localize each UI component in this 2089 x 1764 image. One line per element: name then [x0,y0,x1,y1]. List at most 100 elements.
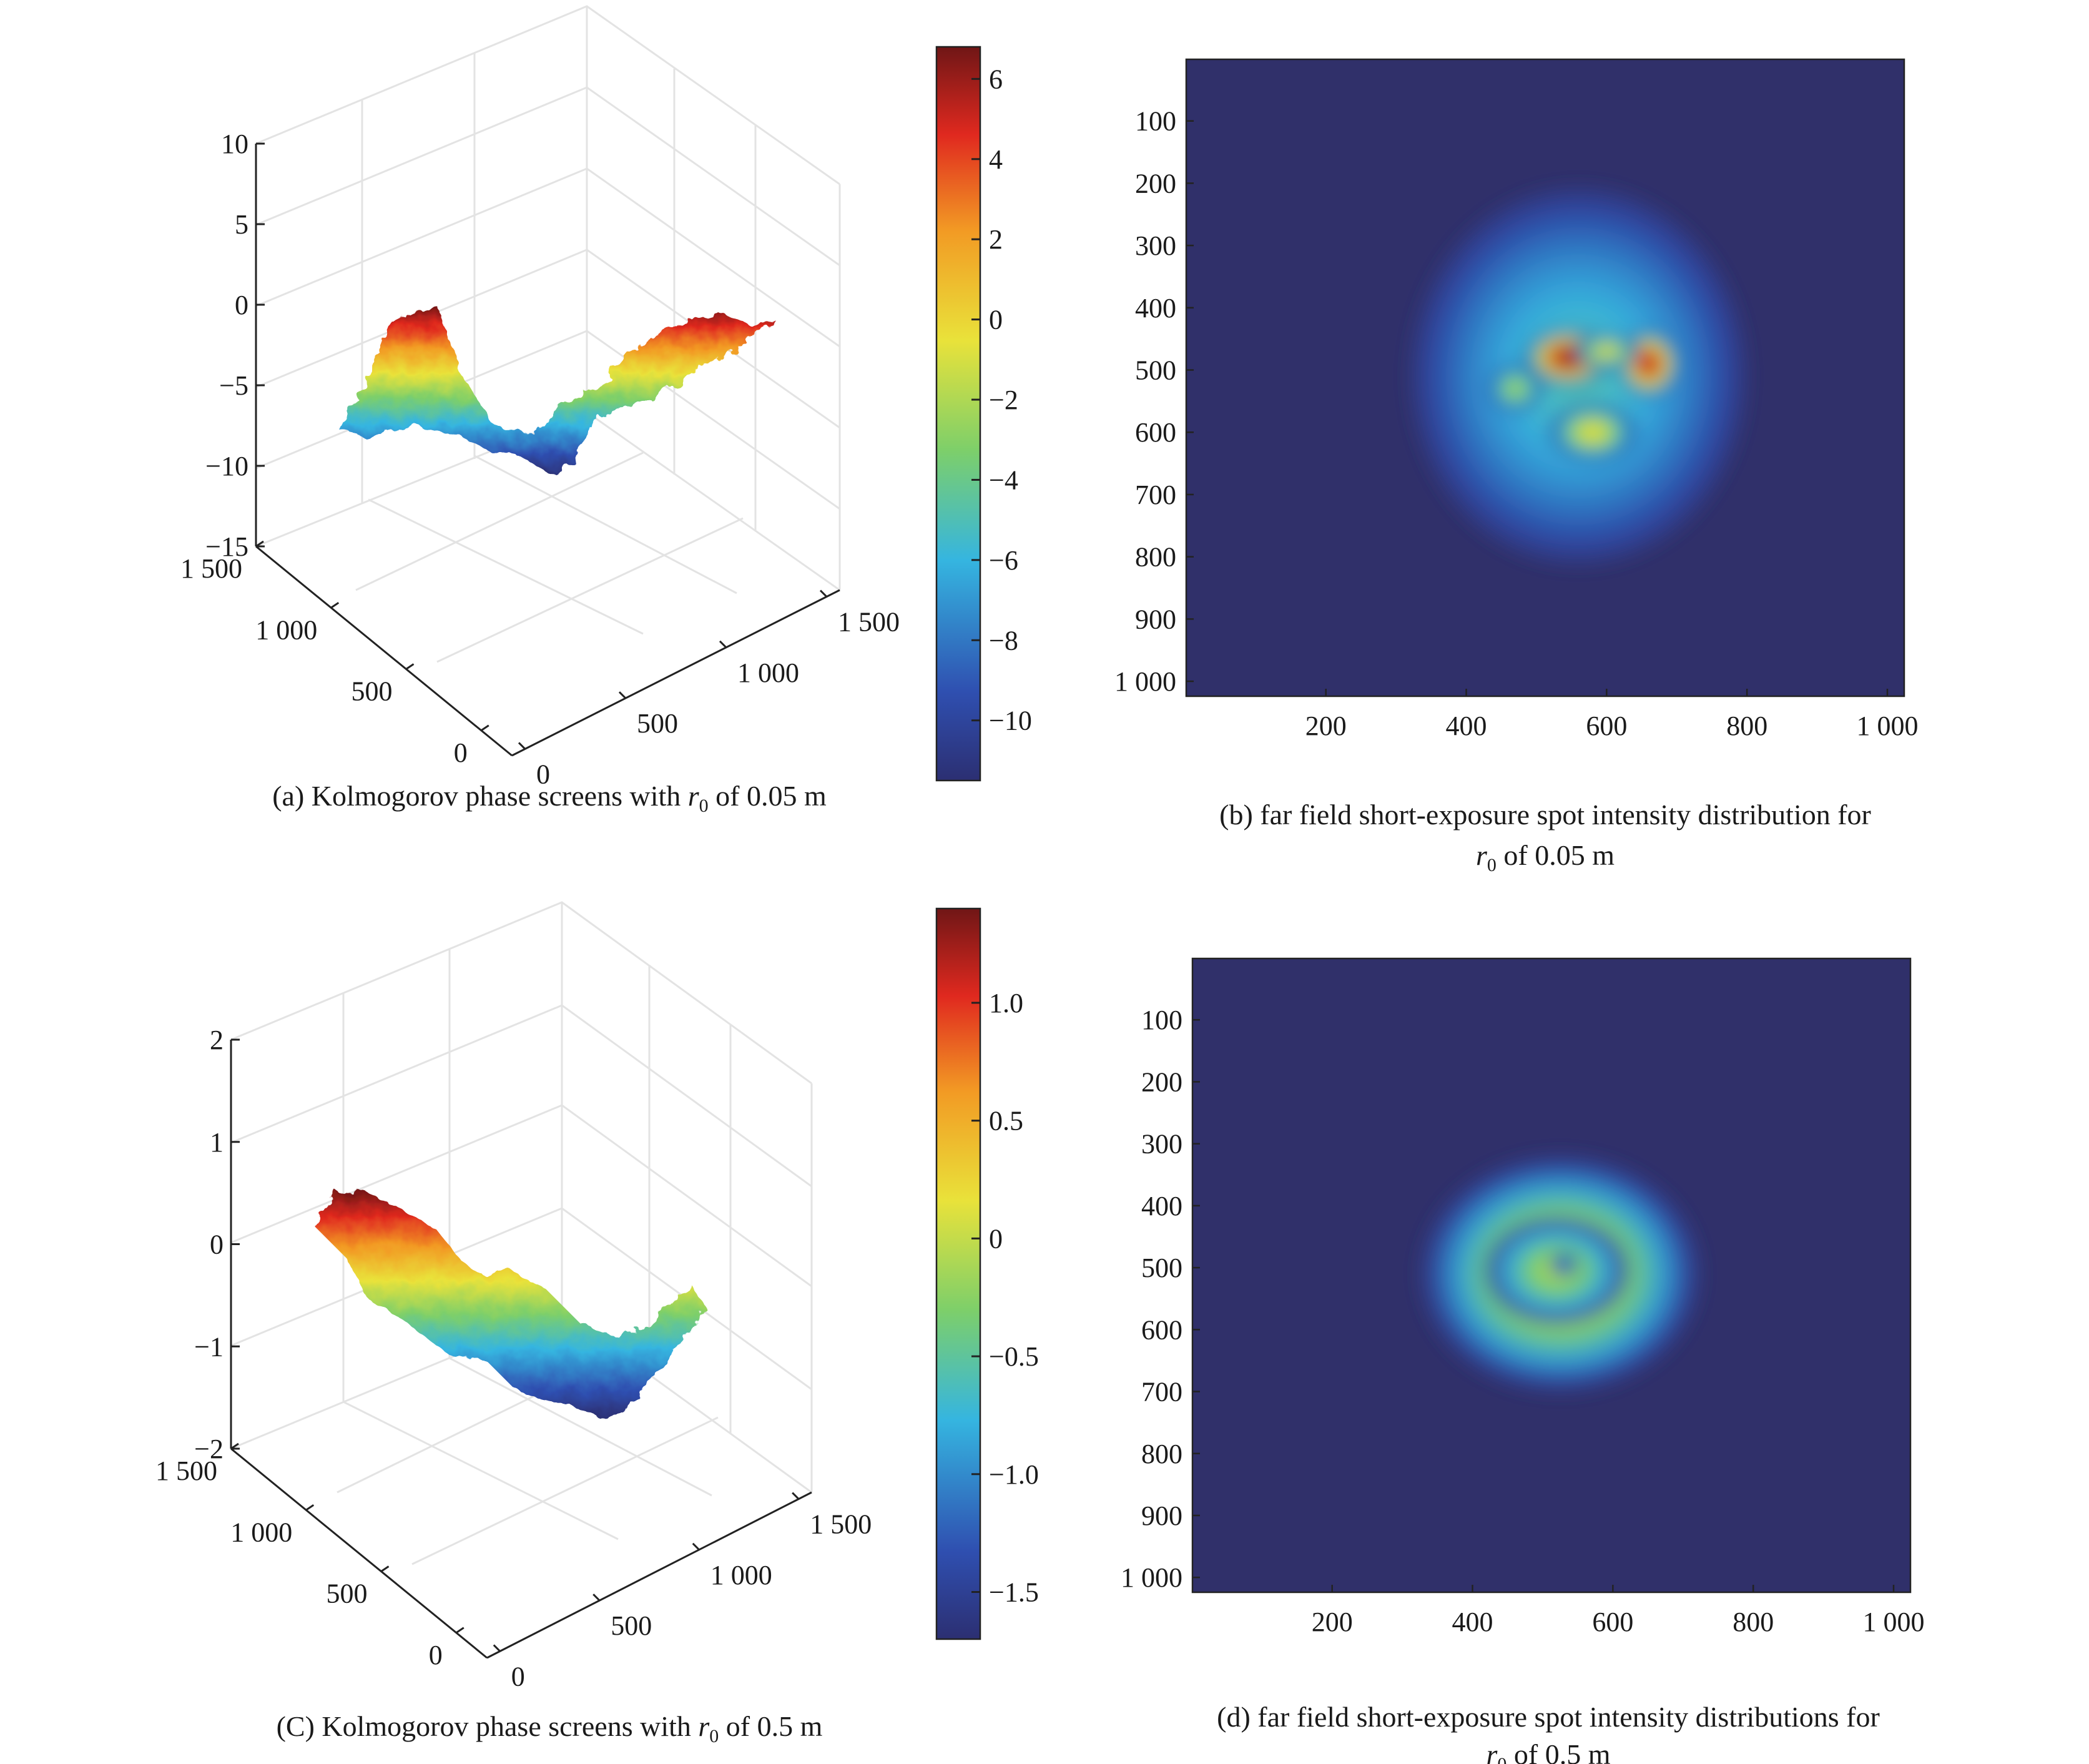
d-ytick-label: 700 [1141,1377,1182,1407]
d-ytick-label: 600 [1141,1314,1182,1345]
c-ytick-mark [380,1565,390,1572]
d-ytick-label: 300 [1141,1129,1182,1160]
c-xtick-mark [792,1492,800,1500]
a-ytick-mark [255,540,264,548]
a-ytick-label: 0 [454,737,468,768]
b-xtick-label: 800 [1726,711,1767,741]
a-xtick-mark [819,589,828,598]
a-ytick-label: 1 000 [255,614,317,645]
c-cbtick-label: 0 [989,1223,1003,1254]
c-ytick-mark [230,1442,239,1450]
b-intensity-blob [1604,350,1610,353]
b-intensity-blob [1565,355,1571,360]
b-xtick-label: 1 000 [1857,711,1919,741]
a-ytick-label: 1 500 [180,553,242,584]
a-cbtick-label: −4 [989,465,1018,495]
panel-c-colorbar: 1.0 0.5 0 −0.5 −1.0 −1.5 [935,907,1039,1640]
c-ztick-label: 0 [210,1229,224,1260]
panel-a-caption: (a) Kolmogorov phase screens with r0 of … [272,780,827,816]
a-ztick-label: 5 [235,209,248,240]
a-ztick-label: 10 [221,129,248,159]
c-cbtick-label: −1.5 [989,1577,1039,1608]
c-ytick-label: 500 [327,1579,368,1609]
b-ytick-label: 700 [1135,480,1176,510]
panel-c-grid [230,901,813,1565]
c-ztick-label: 2 [210,1025,224,1055]
d-xtick-label: 600 [1592,1607,1633,1637]
panel-a-colorbar: 6 4 2 0 −2 −4 −6 −8 −10 [935,46,1032,782]
d-intensity-blob [1563,1263,1565,1266]
a-cbtick-label: −2 [989,385,1018,415]
c-cbtick-label: 1.0 [989,988,1023,1018]
b-xtick-label: 600 [1586,711,1627,741]
panel-b: 100 200 300 400 500 600 700 800 900 1 000 200 400 6… [1114,58,1919,875]
d-ytick-label: 800 [1141,1439,1182,1469]
d-ytick-label: 200 [1141,1067,1182,1097]
b-ytick-label: 800 [1135,542,1176,573]
a-xtick-mark [518,742,526,750]
d-ytick-label: 500 [1141,1253,1182,1283]
panel-a-axes: 10 5 0 −5 −10 −15 1 500 1 000 500 0 0 500 1 000 1 5… [180,129,900,789]
panel-c-colorbar-bar [935,907,981,1640]
panel-d: 100 200 300 400 500 600 700 800 900 1 000 200 400 6… [1121,957,1925,1764]
d-xtick-label: 200 [1312,1607,1353,1637]
c-xtick-label: 1 000 [710,1560,772,1590]
a-xtick-label: 500 [637,708,678,739]
c-xtick-label: 500 [611,1610,652,1641]
a-xtick-label: 1 500 [838,607,900,638]
b-ytick-label: 500 [1135,355,1176,386]
a-cbtick-label: −10 [989,706,1032,736]
b-xtick-label: 400 [1446,711,1487,741]
c-ytick-mark [455,1627,464,1634]
d-ytick-label: 1 000 [1121,1562,1182,1593]
panel-b-frame [1185,58,1905,697]
a-xtick-label: 1 000 [737,658,799,688]
c-cbtick-label: 0.5 [989,1106,1023,1136]
a-ztick-label: 0 [235,290,248,320]
a-xtick-label: 0 [536,759,550,789]
d-ytick-label: 100 [1141,1005,1182,1035]
a-ztick-label: −10 [205,451,248,481]
b-ytick-label: 300 [1135,230,1176,261]
panel-b-plot-area [1186,59,1904,696]
c-cbtick-label: −0.5 [989,1341,1039,1372]
d-xtick-label: 800 [1733,1607,1774,1637]
panel-c-axes: 2 1 0 −1 −2 1 500 1 000 500 0 0 500 1 000 1 500 [155,1025,872,1692]
d-ytick-label: 400 [1141,1191,1182,1221]
b-ytick-label: 100 [1135,106,1176,137]
panel-d-caption-line1: (d) far field short-exposure spot intens… [1217,1701,1880,1733]
c-ztick-label: −1 [194,1331,224,1362]
c-xtick-mark [592,1594,601,1602]
b-xtick-label: 200 [1305,711,1347,741]
b-ytick-label: 600 [1135,417,1176,448]
b-intensity-blob [1646,361,1651,367]
a-ytick-label: 500 [351,676,393,707]
c-ytick-mark [305,1504,315,1511]
a-cbtick-label: 6 [989,64,1003,94]
c-ytick-label: 1 500 [155,1456,217,1486]
panel-b-caption-line1: (b) far field short-exposure spot intens… [1219,799,1871,830]
a-ytick-mark [480,724,489,732]
panel-b-caption-line2: r0 of 0.05 m [1476,839,1615,875]
panel-c: 2 1 0 −1 −2 1 500 1 000 500 0 0 500 1 000 1 500 1.… [155,901,1039,1747]
a-cbtick-label: −8 [989,625,1018,656]
b-ytick-label: 200 [1135,168,1176,199]
panel-d-frame [1191,957,1912,1594]
c-xtick-label: 1 500 [810,1509,872,1540]
d-xtick-label: 400 [1452,1607,1493,1637]
a-ytick-mark [330,602,340,609]
b-intensity-blob [1589,430,1596,435]
a-ztick-label: −5 [219,370,248,401]
c-xtick-mark [692,1542,700,1550]
panel-a: 10 5 0 −5 −10 −15 1 500 1 000 500 0 0 500 1 000 1 5… [180,5,1032,816]
c-ytick-label: 1 000 [230,1517,292,1547]
d-xtick-label: 1 000 [1863,1607,1925,1637]
panel-c-surface [312,1190,705,1417]
b-intensity-blob [1513,387,1518,391]
c-ztick-label: −2 [194,1434,224,1464]
a-cbtick-label: −6 [989,545,1018,576]
a-cbtick-label: 0 [989,305,1003,335]
panel-c-caption: (C) Kolmogorov phase screens with r0 of … [277,1710,823,1747]
panel-a-surface [340,306,774,475]
